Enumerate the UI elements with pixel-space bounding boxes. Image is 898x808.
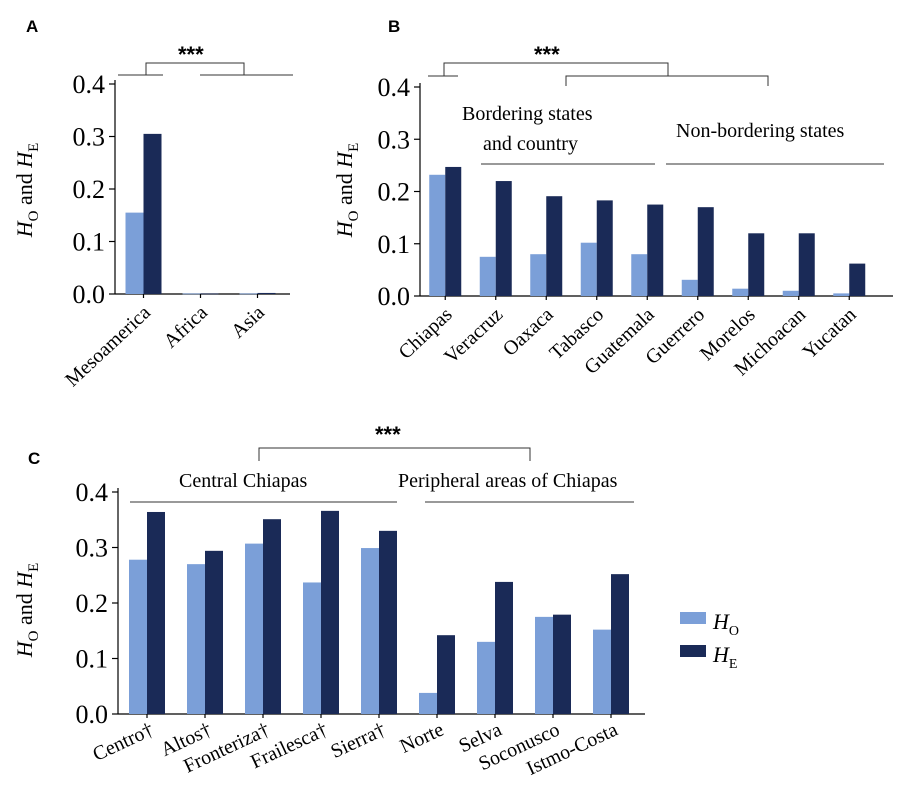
panel-c-y-axis-label: HO and HE	[12, 563, 42, 659]
bar-ho-c-1	[187, 564, 205, 714]
legend-swatch-ho	[680, 612, 706, 624]
panel-a-bracket-top	[145, 62, 245, 75]
panel-a-y-tick-label: 0.2	[73, 175, 106, 204]
bar-he-c-4	[379, 530, 397, 714]
bar-he-b-8	[849, 263, 866, 296]
panel-c-group-peripheral: Peripheral areas of Chiapas	[398, 470, 618, 492]
panel-c-bracket-top	[258, 447, 531, 461]
bar-he-c-5	[437, 635, 455, 714]
panel-b-bracket-top	[443, 62, 669, 76]
panel-letter-c: C	[28, 449, 40, 468]
bar-he-c-1	[205, 550, 223, 714]
bar-he-b-2	[546, 196, 563, 296]
bar-he-c-8	[611, 574, 629, 714]
bar-ho-c-5	[419, 692, 437, 714]
panel-c-group-central: Central Chiapas	[179, 470, 308, 492]
bar-ho-a-1	[182, 293, 201, 295]
bar-he-b-3	[596, 200, 613, 296]
panel-b-y-tick-label: 0.2	[378, 178, 411, 207]
panel-b-y-tick-label: 0.1	[378, 230, 411, 259]
legend-label-ho: HO	[712, 609, 739, 639]
panel-b-y-tick-label: 0.4	[378, 73, 411, 102]
bar-he-b-7	[798, 233, 815, 296]
panel-a: 0.0 0.1 0.2 0.3 0.4 HO and HE Mesoamerica Afric…	[12, 62, 293, 391]
panel-b-group-bordering-line2: and country	[483, 133, 578, 155]
bar-ho-c-6	[477, 641, 495, 714]
panel-c-y-tick-label: 0.4	[76, 478, 109, 507]
legend: HO HE	[680, 609, 739, 672]
bar-ho-b-3	[580, 242, 597, 296]
bar-he-a-0	[143, 133, 162, 294]
panel-b-group-nonbordering: Non-bordering states	[676, 120, 845, 142]
panel-c-y-tick-label: 0.1	[76, 645, 109, 674]
bar-ho-b-8	[833, 293, 850, 296]
bar-ho-b-0	[429, 174, 446, 296]
panel-c-y-tick-label: 0.0	[76, 700, 109, 729]
bar-he-b-4	[647, 204, 664, 296]
bar-he-a-2	[257, 292, 276, 294]
panel-b-category-label: Yucatan	[799, 304, 861, 364]
bar-ho-a-2	[239, 293, 258, 295]
bar-ho-b-4	[631, 254, 648, 296]
panel-a-y-tick-label: 0.1	[73, 228, 106, 257]
bar-ho-b-6	[732, 288, 749, 296]
bar-he-c-6	[495, 581, 513, 714]
bar-ho-c-8	[593, 629, 611, 714]
panel-b-bracket-lower	[565, 75, 769, 86]
bar-he-b-0	[445, 166, 462, 296]
bar-ho-c-2	[245, 543, 263, 714]
bar-he-c-7	[553, 614, 571, 714]
bar-he-c-0	[147, 511, 165, 714]
panel-b-y-tick-label: 0.3	[378, 125, 411, 154]
panel-a-category-label: Mesoamerica	[61, 301, 155, 391]
panel-b-y-axis-label: HO and HE	[332, 143, 362, 239]
legend-swatch-he	[680, 645, 706, 657]
bar-ho-b-5	[681, 279, 698, 296]
bar-ho-c-4	[361, 548, 379, 714]
bar-he-b-6	[748, 233, 765, 296]
panel-a-y-tick-label: 0.3	[73, 123, 106, 152]
panel-a-y-tick-label: 0.0	[73, 280, 106, 309]
panel-letter-a: A	[26, 17, 38, 36]
panel-b: 0.00.10.20.30.4HO and HEChiapasVeracruzO…	[332, 62, 893, 380]
bar-he-b-5	[697, 207, 714, 296]
legend-label-he: HE	[712, 642, 737, 672]
panel-c-category-label: Norte	[397, 719, 448, 758]
bar-he-a-1	[200, 293, 219, 295]
panel-b-y-tick-label: 0.0	[378, 282, 411, 311]
bar-ho-b-1	[479, 256, 496, 296]
panel-c-significance: ***	[375, 422, 401, 447]
bar-ho-a-0	[125, 212, 144, 294]
panel-a-y-tick-label: 0.4	[73, 70, 106, 99]
bar-ho-c-3	[303, 582, 321, 714]
panel-b-group-bordering-line1: Bordering states	[462, 103, 593, 125]
panel-a-category-label: Asia	[227, 301, 269, 342]
panel-a-category-label: Africa	[160, 301, 212, 352]
bar-ho-c-7	[535, 616, 553, 714]
panel-a-y-axis-label: HO and HE	[12, 143, 42, 239]
panel-letter-b: B	[388, 17, 400, 36]
bar-he-b-1	[495, 181, 512, 296]
panel-c-category-label: Sierra†	[327, 719, 389, 763]
panel-c-y-tick-label: 0.3	[76, 534, 109, 563]
bar-ho-c-0	[129, 559, 147, 714]
bar-he-c-2	[263, 519, 281, 714]
bar-ho-b-2	[530, 254, 547, 296]
bar-ho-b-7	[782, 290, 799, 296]
bar-he-c-3	[321, 510, 339, 714]
panel-c-y-tick-label: 0.2	[76, 589, 109, 618]
